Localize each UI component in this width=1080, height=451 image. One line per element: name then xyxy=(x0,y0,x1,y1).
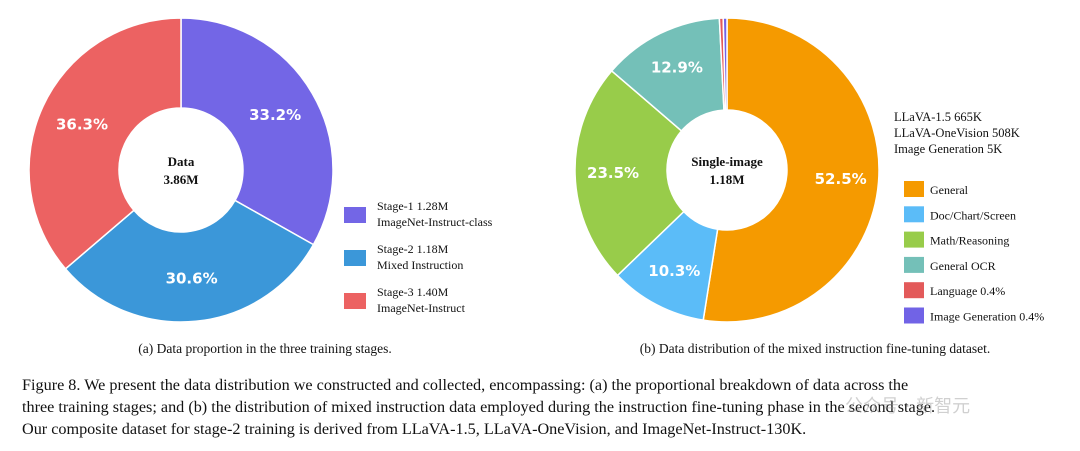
legend-swatch-stage-1 xyxy=(344,207,366,223)
legend-label-language: Language 0.4% xyxy=(930,284,1005,298)
figure-caption: Figure 8. We present the data distributi… xyxy=(22,374,1072,440)
caption-line-2: three training stages; and (b) the distr… xyxy=(22,398,936,416)
legend-swatch-general xyxy=(904,181,924,197)
subcaption-a: (a) Data proportion in the three trainin… xyxy=(138,341,391,356)
legend-label-stage-3-line-2: ImageNet-Instruct xyxy=(377,301,466,315)
legend-swatch-stage-3 xyxy=(344,293,366,309)
slice-stage-3 xyxy=(28,17,182,270)
legend-label-general: General xyxy=(930,183,969,197)
center-label-total: 3.86M xyxy=(163,172,198,187)
slice-math-reasoning xyxy=(574,69,685,277)
slice-general xyxy=(702,17,880,323)
percent-label-stage-2: 30.6% xyxy=(166,269,218,287)
legend-label-doc-chart-screen: Doc/Chart/Screen xyxy=(930,208,1016,222)
legend-label-stage-2-line-2: Mixed Instruction xyxy=(377,258,463,272)
percent-label-stage-1: 33.2% xyxy=(249,106,301,124)
donut-chart-a: 33.2% 30.6% 36.3% Data 3.86M Stage-1 1.28M Ima… xyxy=(28,17,493,356)
slice-stage-1 xyxy=(180,17,334,246)
source-note-3: Image Generation 5K xyxy=(894,142,1002,156)
percent-label-stage-3: 36.3% xyxy=(56,115,108,133)
slice-image-generation xyxy=(722,17,728,111)
legend-label-stage-1-line-1: Stage-1 1.28M xyxy=(377,199,449,213)
figure-canvas: 33.2% 30.6% 36.3% Data 3.86M Stage-1 1.28M Ima… xyxy=(28,17,1044,356)
donut-chart-b: 52.5% 10.3% 23.5% 12.9% Single-image 1.18M LLa… xyxy=(574,17,1044,356)
legend-label-stage-1-line-2: ImageNet-Instruct-class xyxy=(377,215,493,229)
percent-label-doc-chart-screen: 10.3% xyxy=(648,262,700,280)
legend-swatch-general-ocr xyxy=(904,256,924,273)
legend-swatch-language xyxy=(904,282,924,299)
caption-line-1: Figure 8. We present the data distributi… xyxy=(22,376,909,394)
legend-swatch-stage-2 xyxy=(344,250,366,266)
slice-stage-2 xyxy=(64,199,315,323)
source-note-2: LLaVA-OneVision 508K xyxy=(894,126,1020,140)
legend-swatch-doc-chart-screen xyxy=(904,206,924,223)
center-label-title: Data xyxy=(168,154,195,169)
percent-label-math-reasoning: 23.5% xyxy=(587,164,639,182)
watermark: 公众号 · 新智元 xyxy=(845,396,971,417)
legend-label-stage-2-line-1: Stage-2 1.18M xyxy=(377,242,449,256)
center-label-title: Single-image xyxy=(691,154,763,169)
source-note-1: LLaVA-1.5 665K xyxy=(894,110,982,124)
percent-label-general: 52.5% xyxy=(815,170,867,188)
percent-label-general-ocr: 12.9% xyxy=(651,59,703,77)
legend-swatch-math-reasoning xyxy=(904,231,924,248)
legend-swatch-image-generation xyxy=(904,307,924,324)
legend-label-general-ocr: General OCR xyxy=(930,259,996,273)
legend-label-math-reasoning: Math/Reasoning xyxy=(930,234,1009,248)
caption-line-3: Our composite dataset for stage-2 traini… xyxy=(22,420,807,438)
legend-label-image-generation: Image Generation 0.4% xyxy=(930,310,1044,324)
legend-label-stage-3-line-1: Stage-3 1.40M xyxy=(377,285,449,299)
subcaption-b: (b) Data distribution of the mixed instr… xyxy=(640,341,991,356)
center-label-total: 1.18M xyxy=(709,172,744,187)
